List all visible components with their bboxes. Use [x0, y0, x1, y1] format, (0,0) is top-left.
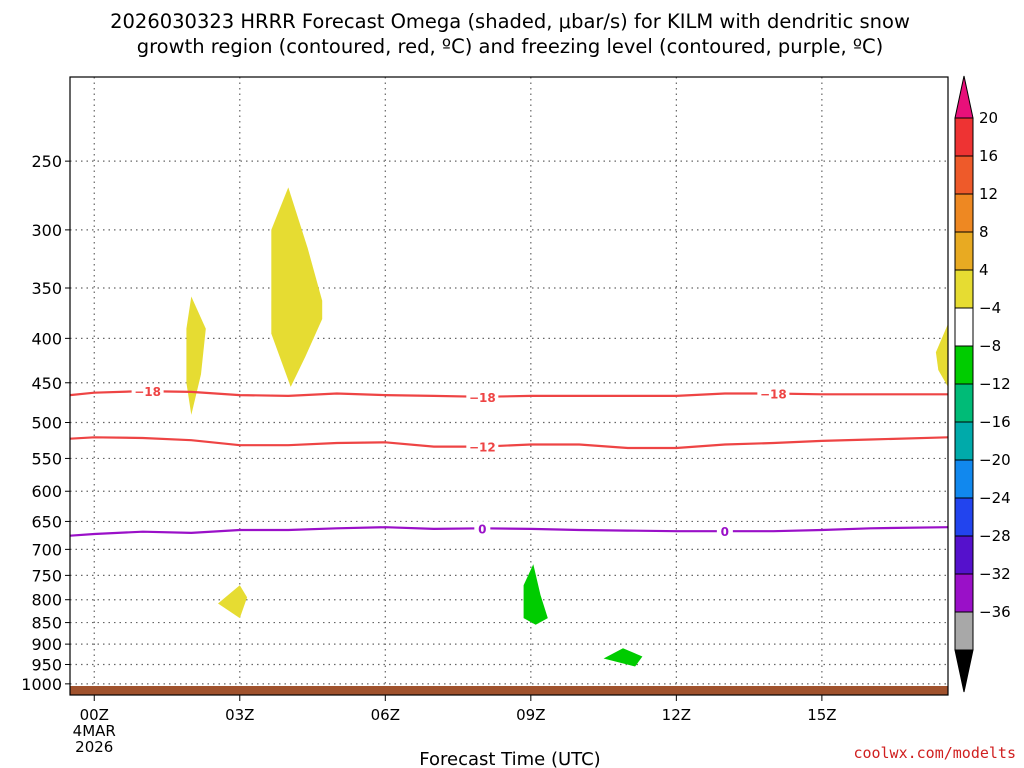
x-tick-label-00Z: 00Z	[80, 706, 109, 724]
colorbar-tick-label-3: 8	[979, 223, 989, 241]
y-tick-label-400: 400	[31, 329, 62, 348]
y-tick-label-750: 750	[31, 566, 62, 585]
y-tick-label-600: 600	[31, 482, 62, 501]
contour-line-0	[70, 526, 948, 537]
x-tick-sublabel-date: 4MAR	[73, 722, 116, 740]
x-tick-sublabel-year: 2026	[75, 738, 113, 756]
y-tick-label-350: 350	[31, 279, 62, 298]
colorbar-tick-label-5: −4	[979, 299, 1001, 317]
contour-label--18-1: −18	[469, 391, 496, 405]
colorbar-bottom-arrow	[954, 649, 974, 693]
plot-content: −18 −18 −18 −12 0 0	[70, 187, 948, 695]
colorbar-box-13	[954, 573, 974, 613]
colorbar-top-arrow	[954, 75, 974, 119]
contour-label-bg-0-1	[716, 524, 733, 539]
chart-title-line1: 2026030323 HRRR Forecast Omega (shaded, …	[110, 10, 910, 33]
colorbar-tick-label-8: −16	[979, 413, 1011, 431]
colorbar-box-7	[954, 345, 974, 385]
x-tick-label-06Z: 06Z	[371, 706, 400, 724]
y-tick-label-450: 450	[31, 374, 62, 393]
colorbar-box-11	[954, 497, 974, 537]
y-tick-label-250: 250	[31, 152, 62, 171]
colorbar-tick-label-13: −36	[979, 603, 1011, 621]
colorbar-box-2	[954, 155, 974, 195]
colorbar-tick-label-7: −12	[979, 375, 1011, 393]
contour-label-bg--18-1	[466, 389, 499, 404]
contour-label-0-0: 0	[478, 522, 486, 536]
colorbar-tick-label-6: −8	[979, 337, 1001, 355]
omega-patch-2	[271, 187, 323, 387]
colorbar-tick-label-11: −28	[979, 527, 1011, 545]
y-tick-label-900: 900	[31, 635, 62, 654]
colorbar-box-1	[954, 117, 974, 157]
omega-patch-6	[603, 648, 643, 667]
omega-patch-5	[523, 564, 548, 625]
contour-label--18-2: −18	[760, 388, 787, 402]
y-tick-label-500: 500	[31, 413, 62, 432]
plot-area: 250 300 350 400 450 500 550 600 650 700 750 800 850 9…	[21, 76, 949, 756]
colorbar-box-6	[954, 307, 974, 347]
colorbar-box-8	[954, 383, 974, 423]
contour-label-bg--18-0	[131, 384, 164, 399]
y-tick-label-1000: 1000	[21, 675, 62, 694]
plot-frame	[69, 76, 949, 696]
y-tick-label-800: 800	[31, 591, 62, 610]
colorbar-tick-label-2: 12	[979, 185, 998, 203]
colorbar-tick-label-9: −20	[979, 451, 1011, 469]
contour-label--12-0: −12	[469, 441, 496, 455]
y-tick-label-950: 950	[31, 656, 62, 675]
x-axis-label: Forecast Time (UTC)	[419, 749, 600, 768]
colorbar-box-14	[954, 611, 974, 651]
x-tick-label-09Z: 09Z	[516, 706, 545, 724]
contour-label-bg--12-0	[466, 439, 499, 454]
x-tick-label-12Z: 12Z	[662, 706, 691, 724]
colorbar-box-5	[954, 269, 974, 309]
contour-label-0-1: 0	[721, 525, 729, 539]
colorbar-tick-label-12: −32	[979, 565, 1011, 583]
colorbar-box-4	[954, 231, 974, 271]
contour-label-bg--18-2	[757, 386, 790, 401]
omega-patch-1	[186, 296, 206, 415]
colorbar-box-10	[954, 459, 974, 499]
credit-link[interactable]: coolwx.com/modelts	[853, 744, 1016, 762]
contour-label--18-0: −18	[134, 385, 161, 399]
colorbar-tick-label-10: −24	[979, 489, 1011, 507]
y-tick-label-850: 850	[31, 614, 62, 633]
y-tick-label-300: 300	[31, 221, 62, 240]
y-tick-label-650: 650	[31, 512, 62, 531]
colorbar-box-9	[954, 421, 974, 461]
x-tick-label-03Z: 03Z	[225, 706, 254, 724]
contour-label-bg-0-0	[474, 521, 491, 536]
omega-patch-3	[935, 323, 948, 387]
chart-title-line2: growth region (contoured, red, ºC) and f…	[137, 35, 884, 58]
colorbar-box-3	[954, 193, 974, 233]
colorbar: 20 16 12 8 4 −4 −8 −12 −16 −20 −24 −28 −32 −36	[954, 75, 1011, 693]
colorbar-box-12	[954, 535, 974, 575]
omega-patch-4	[218, 585, 248, 619]
contour-line--18	[70, 389, 948, 398]
y-tick-label-550: 550	[31, 449, 62, 468]
surface-ground-bar	[70, 686, 948, 695]
colorbar-tick-label-0: 20	[979, 109, 998, 127]
colorbar-tick-label-4: 4	[979, 261, 989, 279]
contour-line--12	[70, 436, 948, 450]
colorbar-tick-label-1: 16	[979, 147, 998, 165]
y-tick-label-700: 700	[31, 540, 62, 559]
x-tick-label-15Z: 15Z	[807, 706, 836, 724]
